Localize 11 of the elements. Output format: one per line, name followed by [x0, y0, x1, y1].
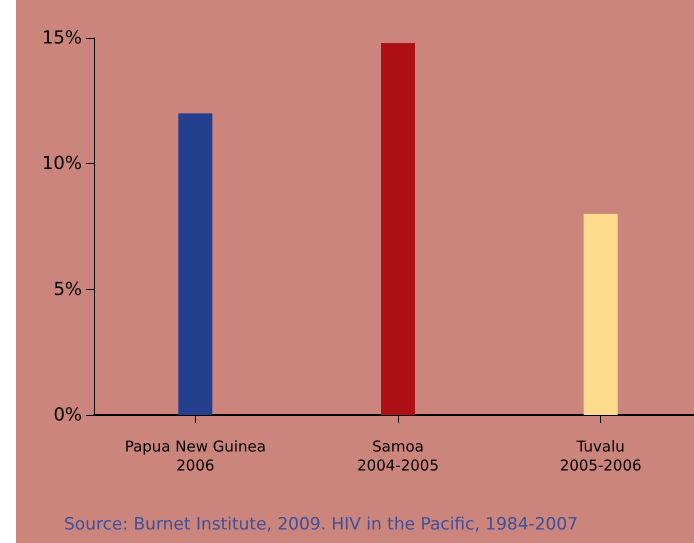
bar [381, 43, 415, 415]
source-note: Source: Burnet Institute, 2009. HIV in the Pacific, 1984-2007 [64, 514, 578, 534]
bar [584, 214, 618, 415]
y-tick-label: 0% [53, 404, 82, 426]
y-tick-label: 5% [53, 278, 82, 300]
x-tick-label: Tuvalu 2005-2006 [560, 438, 642, 474]
x-tick-label: Papua New Guinea 2006 [124, 438, 266, 474]
bar [178, 113, 212, 415]
x-tick-label: Samoa 2004-2005 [357, 438, 439, 474]
y-tick-label: 15% [42, 28, 82, 48]
y-tick-label: 10% [42, 153, 82, 174]
